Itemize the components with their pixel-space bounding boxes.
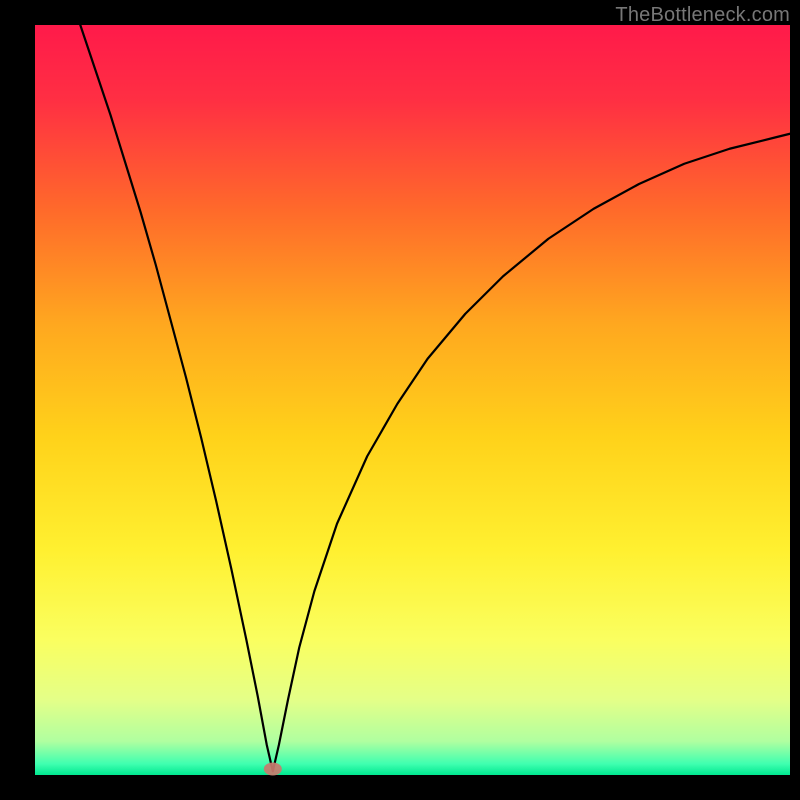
watermark-text: TheBottleneck.com: [615, 4, 790, 27]
bottleneck-chart: TheBottleneck.com: [0, 0, 800, 800]
optimal-point-marker: [264, 763, 282, 776]
chart-svg: [0, 0, 800, 800]
chart-plot-area: [35, 25, 790, 775]
